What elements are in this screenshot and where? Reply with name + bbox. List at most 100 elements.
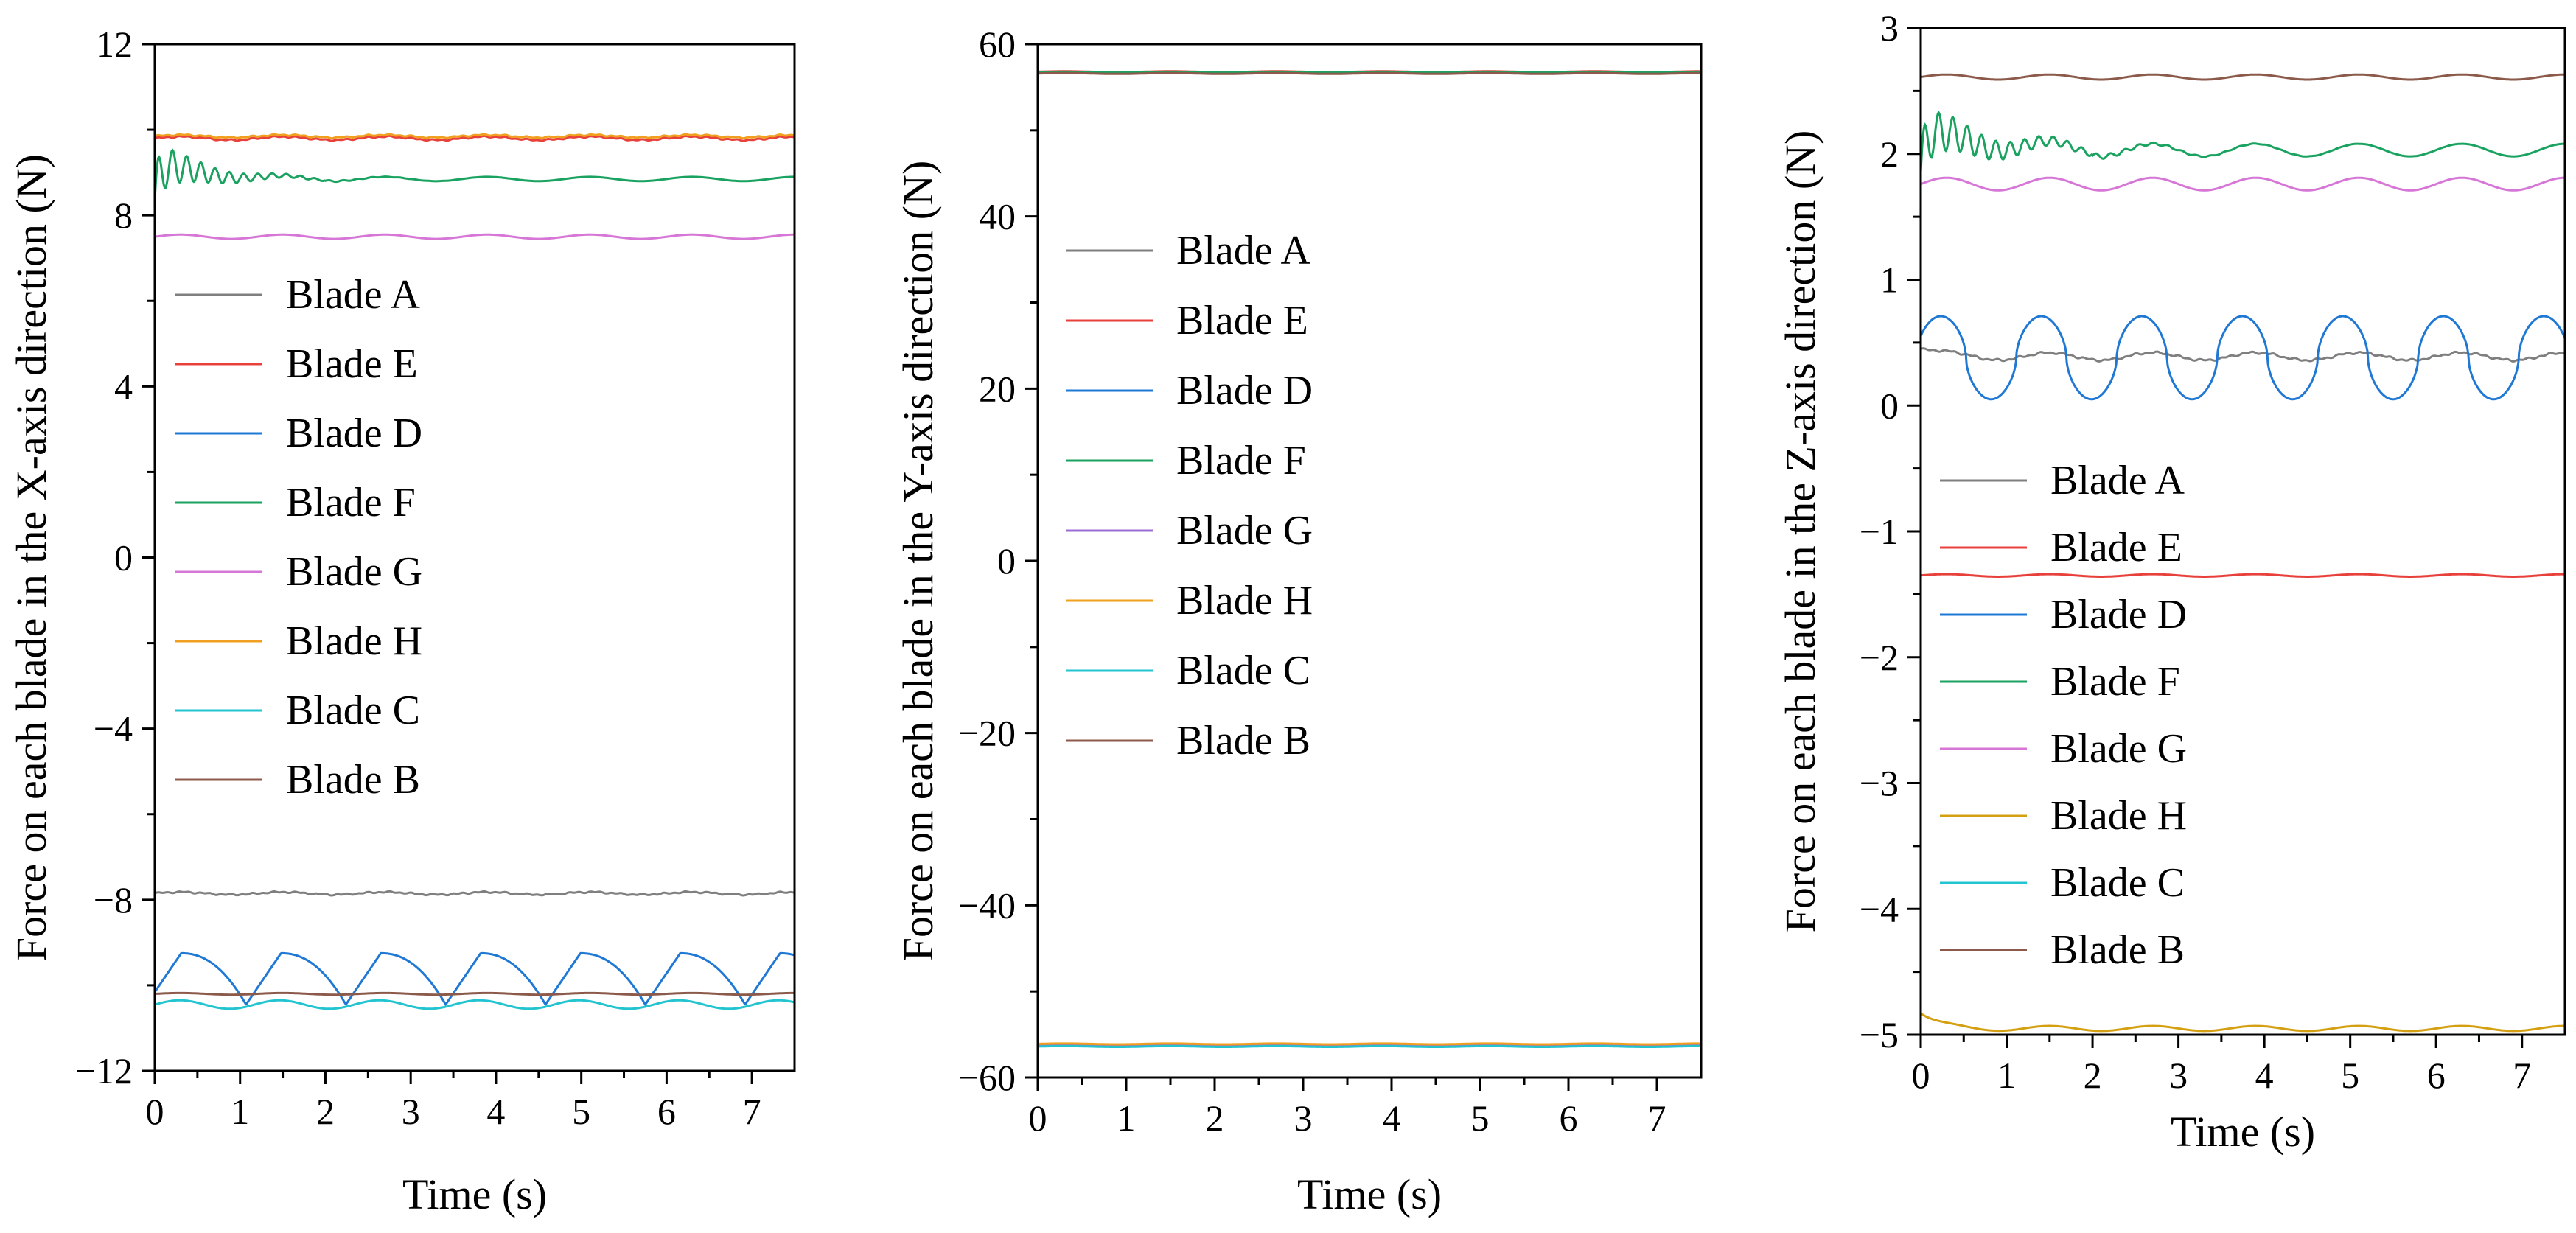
series-line-blade-h — [155, 133, 795, 140]
series-line-blade-f — [1921, 111, 2565, 172]
series-line-blade-a — [1921, 347, 2565, 363]
x-tick-label: 6 — [657, 1091, 676, 1132]
y-tick-label: −1 — [1860, 511, 1899, 552]
series-group — [155, 133, 795, 1010]
series-line-blade-f — [155, 148, 795, 200]
y-tick-label: 0 — [114, 537, 133, 579]
y-tick-label: 1 — [1880, 259, 1899, 301]
x-tick-label: 5 — [1471, 1097, 1490, 1139]
chart-panel-2: 0 1 2 3 4 5 6 7 −60 −40 −20 0 20 40 60 Time (s) Force on… — [894, 24, 1703, 1218]
x-tick-label: 1 — [1117, 1097, 1136, 1139]
legend-label: Blade E — [2050, 525, 2182, 570]
x-tick-label: 2 — [316, 1091, 335, 1132]
y-tick-label: 60 — [979, 24, 1016, 65]
x-tick-label: 7 — [1648, 1097, 1666, 1139]
x-tick-label: 4 — [1383, 1097, 1401, 1139]
y-tick-label: −12 — [75, 1050, 133, 1091]
legend-label: Blade F — [2050, 659, 2180, 705]
series-line-blade-c — [1038, 1044, 1701, 1048]
series-line-blade-g — [155, 233, 795, 240]
y-tick-label: −4 — [1860, 888, 1899, 929]
legend-label: Blade F — [1176, 438, 1306, 483]
legend-label: Blade A — [1176, 228, 1311, 273]
series-line-blade-d — [1921, 315, 2565, 401]
x-tick-label: 6 — [2427, 1055, 2446, 1096]
series-line-blade-d — [155, 951, 795, 1007]
y-tick-label: −60 — [958, 1057, 1016, 1098]
legend-label: Blade F — [286, 480, 416, 525]
x-axis-title: Time (s) — [2171, 1108, 2315, 1156]
legend: Blade A Blade E Blade D Blade F Blade G Blade… — [175, 272, 422, 803]
x-tick-label: 2 — [1206, 1097, 1224, 1139]
series-line-blade-e — [1921, 573, 2565, 578]
legend-label: Blade G — [1176, 508, 1313, 553]
y-tick-label: 40 — [979, 196, 1016, 237]
y-tick-label: 4 — [114, 366, 133, 407]
y-tick-label: −5 — [1860, 1014, 1899, 1055]
x-axis-title: Time (s) — [1297, 1170, 1442, 1218]
legend-label: Blade B — [286, 757, 420, 803]
legend-label: Blade A — [2050, 458, 2185, 503]
y-axis-title: Force on each blade in the X-axis direct… — [7, 154, 55, 961]
legend: Blade A Blade E Blade D Blade F Blade G Blade… — [1940, 458, 2187, 973]
y-tick-label: −40 — [958, 884, 1016, 926]
series-group — [1038, 70, 1701, 1048]
legend-label: Blade B — [2050, 927, 2185, 973]
y-tick-label: 2 — [1880, 133, 1899, 175]
legend: Blade A Blade E Blade D Blade F Blade G Blade… — [1066, 228, 1313, 764]
series-line-blade-e — [155, 134, 795, 142]
series-line-blade-b — [1038, 71, 1701, 75]
legend-label: Blade H — [286, 618, 422, 664]
x-tick-label: 4 — [2255, 1055, 2274, 1096]
chart-panel-3: 0 1 2 3 4 5 6 7 −5 −4 −3 −2 −1 0 1 2 3 Time (s) Force on e… — [1776, 7, 2566, 1156]
legend-label: Blade H — [1176, 578, 1313, 624]
x-tick-label: 0 — [1029, 1097, 1047, 1139]
y-tick-label: −20 — [958, 713, 1016, 754]
plot-frame — [1036, 43, 1703, 1079]
x-tick-label: 0 — [146, 1091, 164, 1132]
series-line-blade-f — [1038, 70, 1701, 74]
plot-frame — [153, 43, 796, 1072]
y-tick-label: 20 — [979, 368, 1016, 409]
series-line-blade-h — [1921, 1012, 2565, 1033]
x-tick-label: 6 — [1560, 1097, 1578, 1139]
series-line-blade-a — [155, 890, 795, 897]
legend-label: Blade H — [2050, 793, 2187, 839]
x-tick-label: 1 — [231, 1091, 249, 1132]
legend-label: Blade B — [1176, 718, 1310, 764]
series-group — [1921, 73, 2565, 1042]
series-line-blade-g — [1921, 176, 2565, 192]
x-tick-label: 1 — [1997, 1055, 2016, 1096]
x-axis-title: Time (s) — [402, 1170, 547, 1218]
legend-label: Blade A — [286, 272, 421, 318]
legend-label: Blade E — [1176, 298, 1308, 343]
legend-label: Blade C — [2050, 860, 2185, 906]
legend-label: Blade G — [286, 549, 422, 595]
y-tick-label: −3 — [1860, 763, 1899, 804]
y-tick-label: −2 — [1860, 637, 1899, 678]
series-line-blade-b — [1921, 73, 2565, 81]
y-tick-label: 8 — [114, 195, 133, 236]
legend-label: Blade D — [2050, 592, 2187, 638]
legend-label: Blade G — [2050, 726, 2187, 772]
x-tick-label: 3 — [2169, 1055, 2188, 1096]
x-tick-label: 5 — [2341, 1055, 2359, 1096]
series-line-blade-b — [155, 991, 795, 996]
y-tick-label: 0 — [997, 540, 1016, 581]
series-line-blade-c — [155, 999, 795, 1010]
x-tick-label: 7 — [743, 1091, 761, 1132]
legend-label: Blade C — [1176, 648, 1310, 694]
legend-label: Blade D — [1176, 368, 1313, 413]
series-line-blade-c — [1921, 1040, 2565, 1042]
y-tick-label: 0 — [1880, 385, 1899, 426]
legend-label: Blade D — [286, 411, 422, 456]
x-tick-label: 7 — [2513, 1055, 2531, 1096]
y-axis-title: Force on each blade in the Y-axis direct… — [894, 161, 942, 962]
x-tick-label: 2 — [2084, 1055, 2102, 1096]
y-axis-title: Force on each blade in the Z-axis direct… — [1776, 130, 1824, 933]
legend-label: Blade E — [286, 341, 418, 387]
x-tick-label: 5 — [572, 1091, 590, 1132]
y-tick-label: −4 — [94, 708, 133, 750]
